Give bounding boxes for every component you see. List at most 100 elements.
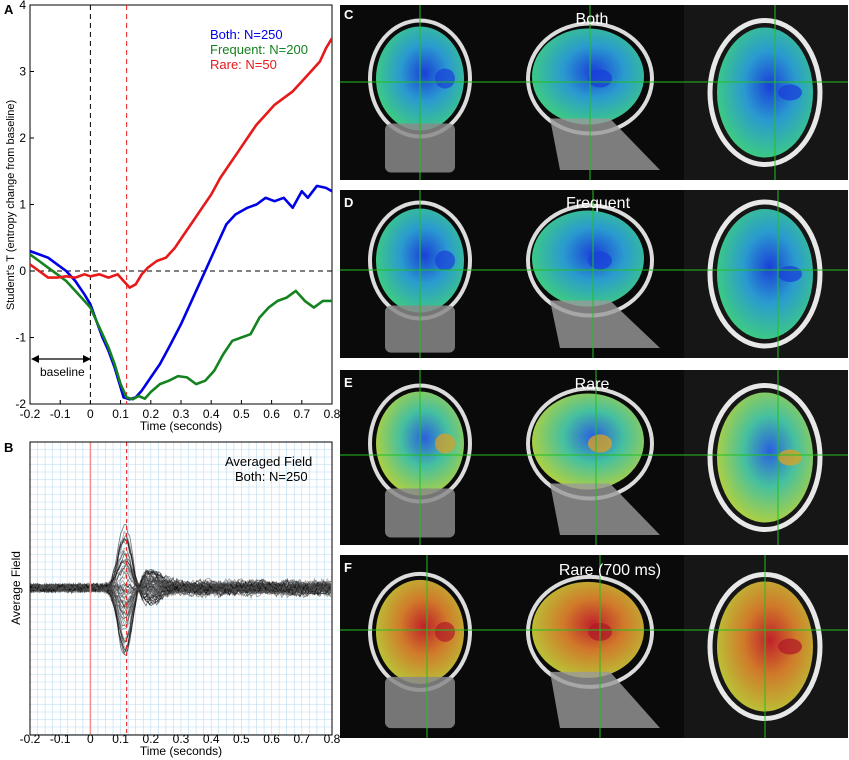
field-trace	[30, 569, 332, 595]
coronal-activation-hotspot	[435, 433, 455, 454]
sagittal-activation-hotspot	[588, 69, 612, 88]
axial-brain-overlay	[717, 27, 813, 158]
panel-b-title: Averaged Field	[225, 454, 312, 469]
panel-a-ytick-label: 1	[19, 198, 26, 212]
panel-b-subtitle: Both: N=250	[235, 469, 308, 484]
panel-d-letter: D	[344, 195, 353, 210]
panel-b-frame	[29, 441, 333, 736]
panel-c-brain-row	[340, 5, 848, 180]
panel-b-y-axis-label: Average Field	[9, 551, 23, 625]
baseline-label: baseline	[40, 365, 85, 379]
panel-a-ytick-label: 3	[19, 65, 26, 79]
panel-d-labels: D Frequent	[344, 195, 631, 212]
panel-b-xtick-label: 0.3	[173, 732, 190, 746]
panel-a-xtick-label: -0.2	[20, 407, 41, 421]
panel-b-traces	[30, 523, 332, 657]
panel-a-ytick-label: -1	[15, 331, 26, 345]
series-frequent-line	[30, 253, 332, 401]
sagittal-lower-skull	[550, 671, 660, 728]
coronal-brain-overlay	[376, 579, 464, 684]
legend-rare: Rare: N=50	[210, 57, 277, 72]
panel-a-legend: Both: N=250 Frequent: N=200 Rare: N=50	[210, 27, 308, 72]
series-both-line	[30, 184, 332, 401]
panel-d-brain-row	[340, 190, 848, 358]
panel-a-xtick-label: 0.1	[112, 407, 129, 421]
panel-a-ticks: -0.2 -0.1 0 0.1 0.2 0.3 0.4 0.5 0.6 0.7 0.8 -2 -1 0 1 2…	[15, 0, 340, 421]
panel-a-xtick-label: 0.8	[324, 407, 341, 421]
panel-f-labels: F Rare (700 ms)	[344, 560, 661, 579]
panel-b-xtick-label: -0.1	[50, 732, 71, 746]
axial-brain-overlay	[717, 209, 813, 339]
series-rare-line	[30, 37, 332, 289]
axial-skull-outline	[707, 18, 823, 167]
panel-b-ticks: -0.2 -0.1 0 0.1 0.2 0.3 0.4 0.5 0.6 0.7 0.8	[20, 732, 341, 746]
panel-b: B -0.2 -0.1 0 0.1 0.2 0.3 0.4 0.5 0.6 0.7 0.8 Aver…	[4, 440, 341, 758]
field-trace	[30, 581, 332, 595]
coronal-activation-hotspot	[435, 68, 455, 89]
axial-skull-outline	[707, 199, 823, 349]
panel-b-xtick-label: 0.2	[142, 732, 159, 746]
panel-c-labels: C Both	[344, 7, 608, 28]
panel-a-xtick-label: -0.1	[50, 407, 71, 421]
coronal-activation-hotspot	[435, 621, 455, 642]
panel-a-xtick-label: 0.6	[263, 407, 280, 421]
axial-activation-hotspot	[778, 266, 802, 282]
sagittal-lower-skull	[550, 483, 660, 535]
panel-f-letter: F	[344, 560, 352, 575]
panel-a-series	[30, 37, 332, 401]
panel-b-letter: B	[4, 440, 13, 455]
panel-a-xtick-label: 0.4	[203, 407, 220, 421]
panel-a-letter: A	[4, 2, 14, 17]
panel-a-frame	[29, 4, 333, 405]
axial-activation-hotspot	[778, 84, 802, 101]
panel-b-x-axis-label: Time (seconds)	[140, 744, 222, 758]
axial-skull-outline	[707, 383, 823, 532]
panel-f-brain-row	[340, 555, 848, 738]
axial-activation-hotspot	[778, 638, 802, 655]
panel-a-ytick-label: -2	[15, 397, 26, 411]
axial-brain-overlay	[717, 392, 813, 523]
panel-a-reference-lines	[30, 5, 332, 404]
panel-b-xtick-label: -0.2	[20, 732, 41, 746]
coronal-lower-skull	[385, 676, 455, 729]
axial-activation-hotspot	[778, 449, 802, 466]
panel-c-letter: C	[344, 7, 354, 22]
panel-a-x-axis-label: Time (seconds)	[140, 419, 222, 433]
panel-d-title: Frequent	[566, 195, 631, 212]
panel-a-ytick-label: 4	[19, 0, 26, 12]
panel-e-brain-row	[340, 370, 848, 545]
panel-a-xtick-label: 0.3	[173, 407, 190, 421]
legend-both: Both: N=250	[210, 27, 283, 42]
sagittal-lower-skull	[550, 300, 660, 348]
panel-e-labels: E Rare	[344, 375, 609, 393]
panel-a-xtick-label: 0	[87, 407, 94, 421]
panel-a-xtick-label: 0.7	[293, 407, 310, 421]
panel-a-xtick-label: 0.2	[142, 407, 159, 421]
coronal-activation-hotspot	[435, 250, 455, 271]
sagittal-brain-overlay	[532, 393, 644, 490]
baseline-annotation: baseline	[31, 355, 91, 379]
field-trace	[30, 582, 332, 605]
panel-b-reference-lines	[89, 442, 128, 735]
panel-b-xtick-label: 0.4	[203, 732, 220, 746]
sagittal-brain-overlay	[532, 28, 644, 125]
panel-b-xtick-label: 0	[87, 732, 94, 746]
panel-e-title: Rare	[575, 376, 610, 393]
panel-b-xtick-label: 0.7	[293, 732, 310, 746]
sagittal-lower-skull	[550, 118, 660, 170]
panel-a: A -0.2 -0.1 0 0.1 0.2 0.3 0.4 0.5 0.6 0.7 0.8 -2 -1 0…	[4, 0, 341, 433]
panel-a-ytick-label: 0	[19, 264, 26, 278]
legend-frequent: Frequent: N=200	[210, 42, 308, 57]
panel-a-ytick-label: 2	[19, 131, 26, 145]
panel-b-xtick-label: 0.1	[112, 732, 129, 746]
brain-panels	[340, 5, 848, 738]
panel-b-xtick-label: 0.6	[263, 732, 280, 746]
sagittal-activation-hotspot	[588, 434, 612, 453]
panel-b-xtick-label: 0.8	[324, 732, 341, 746]
sagittal-brain-overlay	[532, 210, 644, 307]
panel-c-title: Both	[576, 11, 609, 28]
panel-b-xtick-label: 0.5	[233, 732, 250, 746]
field-trace	[30, 562, 332, 596]
baseline-arrow-left-head	[31, 355, 39, 363]
